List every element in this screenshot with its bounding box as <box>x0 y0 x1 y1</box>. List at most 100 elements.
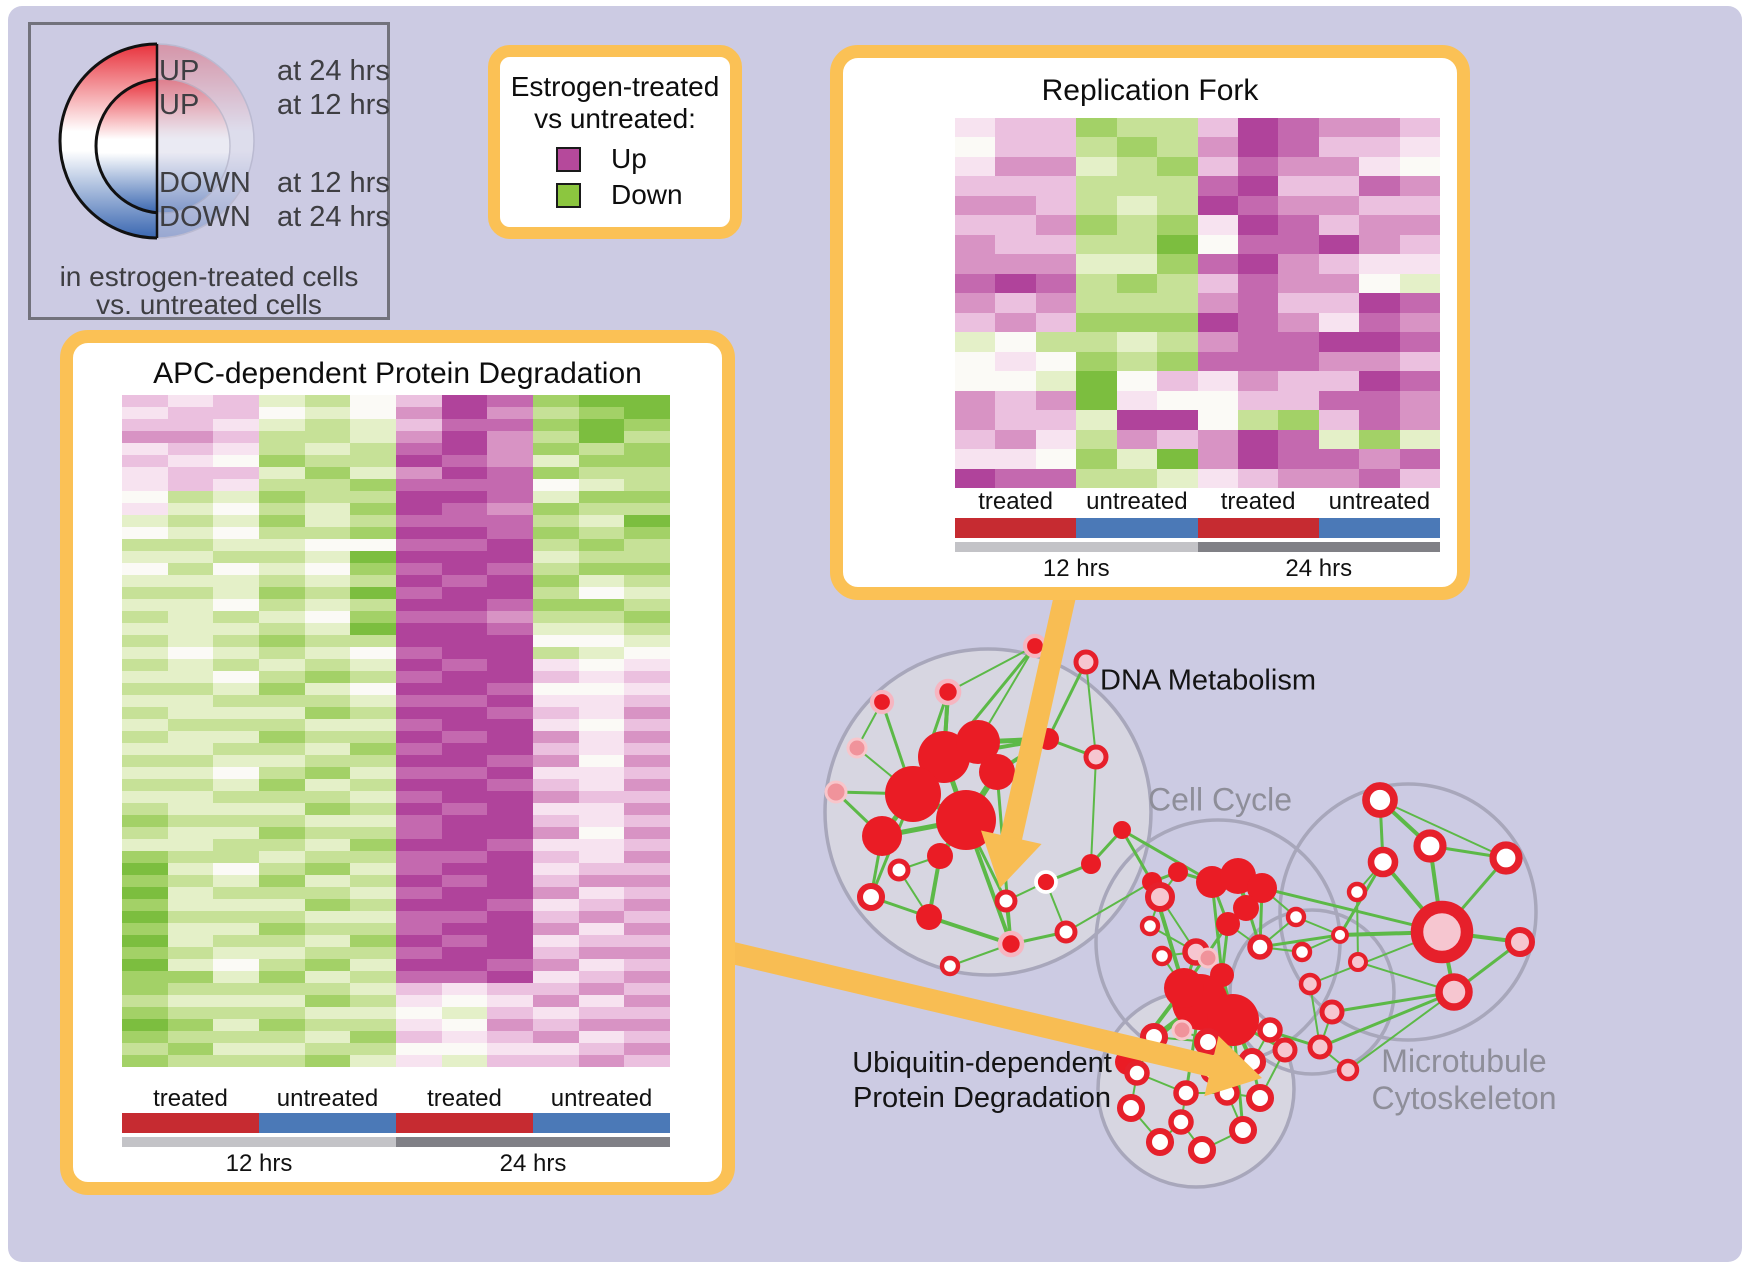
heatmap-cell <box>624 599 670 611</box>
heatmap-cell <box>304 959 351 971</box>
heatmap-cell <box>995 371 1036 391</box>
heatmap-cell <box>213 971 259 983</box>
heatmap-cell <box>350 455 396 467</box>
heatmap-cell <box>1035 195 1077 216</box>
heatmap-cell <box>213 995 259 1007</box>
heatmap-cell <box>995 449 1036 469</box>
heatmap-cell <box>441 719 488 731</box>
heatmap-cell <box>441 1007 488 1019</box>
heatmap-cell <box>350 887 396 899</box>
heatmap-cell <box>304 767 351 779</box>
heatmap-cell <box>624 947 670 959</box>
ubiquitin-label-line1: Ubiquitin-dependent <box>852 1047 1112 1079</box>
heatmap-cell <box>533 575 579 587</box>
heatmap-cell <box>1076 215 1117 235</box>
heatmap-cell <box>533 599 579 611</box>
heatmap-cell <box>578 671 625 683</box>
heatmap-cell <box>396 467 442 479</box>
heatmap-cell <box>213 959 259 971</box>
heatmap-cell <box>624 455 670 467</box>
heatmap-cell <box>167 455 214 467</box>
heatmap-cell <box>350 635 396 647</box>
heatmap-cell <box>122 983 168 995</box>
key-title-line2: vs untreated: <box>534 103 696 134</box>
apc-time-labels: 12 hrs 24 hrs <box>122 1150 670 1178</box>
heatmap-cell <box>167 563 214 575</box>
heatmap-cell <box>304 707 351 719</box>
heatmap-cell <box>624 395 670 407</box>
heatmap-cell <box>213 1055 259 1067</box>
heatmap-cell <box>578 1007 625 1019</box>
heatmap-cell <box>304 551 351 563</box>
heatmap-cell <box>122 839 168 851</box>
heatmap-cell <box>396 599 442 611</box>
heatmap-cell <box>350 791 396 803</box>
heatmap-cell <box>1157 273 1198 294</box>
heatmap-cell <box>259 563 305 575</box>
heatmap-cell <box>1318 312 1360 333</box>
heatmap-cell <box>259 767 305 779</box>
heatmap-cell <box>995 254 1036 274</box>
heatmap-cell <box>259 815 305 827</box>
heatmap-cell <box>122 515 168 527</box>
legend-time-24b: at 24 hrs <box>277 201 390 233</box>
heatmap-cell <box>624 887 670 899</box>
heatmap-cell <box>1035 137 1077 157</box>
heatmap-cell <box>350 647 396 659</box>
heatmap-cell <box>1076 332 1117 352</box>
heatmap-cell <box>1157 176 1198 196</box>
heatmap-cell <box>441 515 488 527</box>
network-node <box>1331 926 1349 944</box>
heatmap-cell <box>487 887 533 899</box>
heatmap-cell <box>167 515 214 527</box>
heatmap-cell <box>533 395 579 407</box>
heatmap-cell <box>441 899 488 911</box>
network-node <box>1207 994 1259 1046</box>
heatmap-cell <box>1278 429 1319 450</box>
network-node <box>1187 1135 1217 1165</box>
heatmap-cell <box>955 195 996 216</box>
heatmap-cell <box>1237 215 1279 235</box>
heatmap-cell <box>578 539 625 551</box>
network-node <box>936 790 996 850</box>
heatmap-cell <box>1116 254 1158 274</box>
heatmap-cell <box>259 479 305 491</box>
heatmap-cell <box>1237 312 1279 333</box>
heatmap-cell <box>1359 312 1400 333</box>
heatmap-cell <box>1237 410 1279 430</box>
heatmap-cell <box>533 1007 579 1019</box>
heatmap-cell <box>259 875 305 887</box>
heatmap-cell <box>1157 429 1198 450</box>
heatmap-cell <box>624 671 670 683</box>
heatmap-cell <box>396 779 442 791</box>
heatmap-cell <box>1399 293 1440 313</box>
heatmap-cell <box>624 755 670 767</box>
heatmap-cell <box>213 467 259 479</box>
heatmap-cell <box>213 743 259 755</box>
network-node <box>1319 999 1345 1025</box>
heatmap-cell <box>350 587 396 599</box>
heatmap-cell <box>213 1007 259 1019</box>
heatmap-cell <box>533 479 579 491</box>
heatmap-cell <box>624 719 670 731</box>
legend-time-24: at 24 hrs <box>277 55 390 87</box>
heatmap-cell <box>1359 468 1400 488</box>
heatmap-cell <box>167 539 214 551</box>
heatmap-cell <box>578 587 625 599</box>
heatmap-cell <box>122 527 168 539</box>
heatmap-cell <box>1157 351 1198 372</box>
heatmap-cell <box>396 683 442 695</box>
heatmap-cell <box>441 923 488 935</box>
heatmap-cell <box>955 390 996 411</box>
heatmap-cell <box>122 779 168 791</box>
heatmap-cell <box>441 815 488 827</box>
heatmap-cell <box>1278 234 1319 255</box>
heatmap-cell <box>122 647 168 659</box>
down-label: Down <box>611 179 683 210</box>
heatmap-cell <box>350 1007 396 1019</box>
heatmap-cell <box>304 779 351 791</box>
heatmap-cell <box>304 575 351 587</box>
heatmap-cell <box>396 611 442 623</box>
heatmap-cell <box>1318 118 1360 138</box>
heatmap-cell <box>1035 449 1077 469</box>
